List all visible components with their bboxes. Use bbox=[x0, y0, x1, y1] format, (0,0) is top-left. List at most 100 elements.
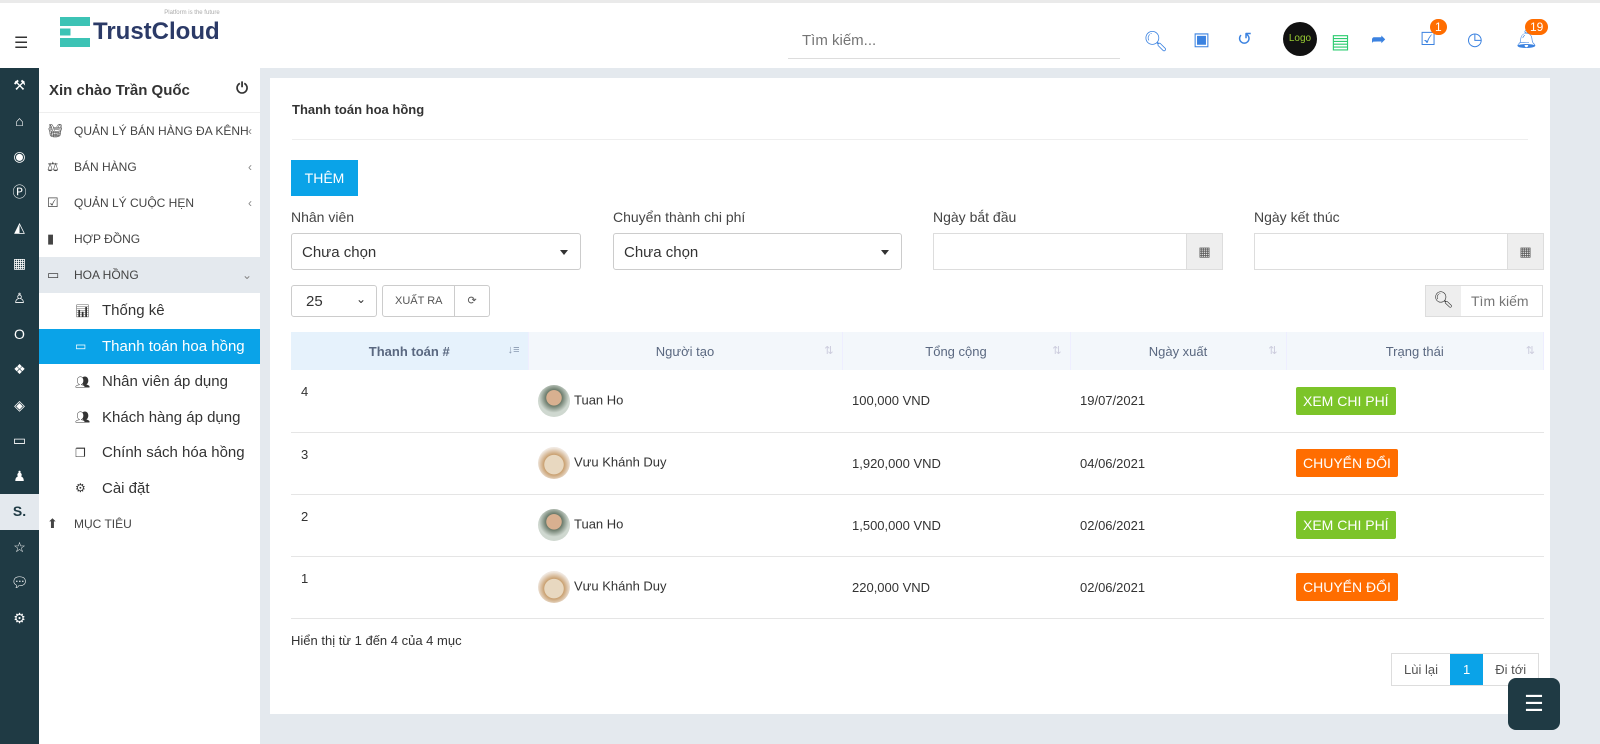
payment-id[interactable]: 2 bbox=[291, 494, 528, 557]
sort-icon: ⇅ bbox=[1525, 345, 1535, 357]
users-icon: 👥︎ bbox=[75, 374, 91, 389]
tasks-icon[interactable]: ☑ 1 bbox=[1420, 19, 1447, 50]
sidebar-sub-policy[interactable]: ❐ Chính sách hóa hồng bbox=[39, 435, 260, 471]
add-button[interactable]: THÊM bbox=[291, 160, 358, 196]
start-date-input[interactable]: ▦ bbox=[933, 233, 1223, 270]
comments-icon[interactable]: 💬︎ bbox=[10, 574, 29, 590]
sidebar-item-commission[interactable]: ▭ HOA HỒNG ⌄ bbox=[39, 257, 260, 293]
calendar-icon[interactable]: ▦ bbox=[1186, 234, 1222, 269]
expense-select[interactable]: Chưa chọn bbox=[613, 233, 902, 270]
global-search-input[interactable] bbox=[788, 23, 1120, 59]
doctor-icon[interactable]: ♙ bbox=[13, 290, 26, 306]
user-circle-icon[interactable]: ◉ bbox=[13, 148, 26, 164]
table-search-input[interactable] bbox=[1461, 286, 1541, 316]
sidebar-sub-staff[interactable]: 👥︎ Nhân viên áp dụng bbox=[39, 364, 260, 400]
page-1-button[interactable]: 1 bbox=[1449, 654, 1484, 685]
share-icon[interactable]: ➦ bbox=[1371, 29, 1387, 49]
s-icon[interactable]: S. bbox=[0, 494, 39, 530]
status-button[interactable]: XEM CHI PHÍ bbox=[1296, 511, 1396, 539]
end-date-input[interactable]: ▦ bbox=[1254, 233, 1544, 270]
col-date[interactable]: Ngày xuất ⇅ bbox=[1070, 332, 1287, 370]
payment-id[interactable]: 4 bbox=[291, 370, 528, 433]
avatar[interactable]: Logo bbox=[1283, 22, 1317, 56]
export-date: 04/06/2021 bbox=[1070, 432, 1286, 495]
history-icon[interactable]: ↺ bbox=[1237, 29, 1253, 49]
sidebar: Xin chào Trần Quốc ⏻ 🧺︎ QUẢN LÝ BÁN HÀNG Đ… bbox=[39, 68, 260, 744]
opera-icon[interactable]: O bbox=[14, 325, 25, 342]
sidebar-item-sales[interactable]: ⚖ BÁN HÀNG ‹ bbox=[39, 149, 260, 185]
sidebar-sub-customers[interactable]: 👥︎ Khách hàng áp dụng bbox=[39, 400, 260, 436]
money-icon[interactable]: ▭ bbox=[12, 432, 27, 448]
status-button[interactable]: CHUYỂN ĐỔI bbox=[1296, 573, 1398, 601]
main-card: Thanh toán hoa hồng THÊM Nhân viên Chưa … bbox=[270, 78, 1550, 714]
calendar-icon[interactable]: ▦ bbox=[12, 254, 27, 271]
chart-area-icon[interactable]: ◭ bbox=[14, 219, 25, 235]
sidebar-item-contracts[interactable]: ▮ HỢP ĐỒNG bbox=[39, 221, 260, 257]
clock-icon[interactable]: ◷ bbox=[1467, 29, 1483, 49]
sidebar-item-label: BÁN HÀNG bbox=[74, 160, 137, 174]
logo-mark bbox=[60, 17, 90, 47]
chevron-left-icon: ‹ bbox=[248, 196, 252, 210]
start-date-label: Ngày bắt đầu bbox=[933, 209, 1017, 225]
sidebar-item-omnichannel[interactable]: 🧺︎ QUẢN LÝ BÁN HÀNG ĐA KÊNH ‹ bbox=[39, 113, 260, 149]
sidebar-item-label: HOA HỒNG bbox=[74, 268, 139, 282]
power-icon[interactable]: ⏻ bbox=[236, 80, 248, 97]
home-icon[interactable]: ⌂ bbox=[15, 112, 24, 129]
star-icon[interactable]: ☆ bbox=[13, 538, 26, 555]
payment-id[interactable]: 3 bbox=[291, 432, 528, 495]
end-date-label: Ngày kết thúc bbox=[1254, 209, 1340, 225]
gavel-icon[interactable]: ⚒ bbox=[13, 77, 26, 93]
search-icon[interactable]: 🔍︎ bbox=[1143, 31, 1169, 53]
copy-icon: ❐ bbox=[75, 445, 86, 460]
notifications-badge: 19 bbox=[1525, 19, 1549, 35]
page-title: Thanh toán hoa hồng bbox=[292, 102, 425, 117]
sidebar-sub-commission-payment[interactable]: ▭ Thanh toán hoa hồng bbox=[39, 328, 260, 364]
payment-id[interactable]: 1 bbox=[291, 556, 528, 619]
status-button[interactable]: CHUYỂN ĐỔI bbox=[1296, 449, 1398, 477]
chevron-down-icon: ⌄ bbox=[355, 292, 366, 306]
expense-label: Chuyển thành chi phí bbox=[613, 209, 746, 225]
sidebar-sub-label: Nhân viên áp dụng bbox=[102, 373, 228, 391]
prev-page-button[interactable]: Lùi lại bbox=[1404, 662, 1438, 677]
sidebar-item-appointments[interactable]: ☑ QUẢN LÝ CUỘC HẸN ‹ bbox=[39, 185, 260, 221]
cube-icon[interactable]: ◈ bbox=[14, 396, 25, 413]
staff-select[interactable]: Chưa chọn bbox=[291, 233, 581, 270]
divider bbox=[292, 139, 1528, 140]
search-icon[interactable]: 🔍︎ bbox=[1426, 286, 1461, 316]
presentation-icon[interactable]: ▤ bbox=[1331, 31, 1350, 53]
user-icon[interactable]: ♟ bbox=[13, 467, 26, 484]
cubes-icon[interactable]: ❖ bbox=[13, 361, 26, 377]
export-date: 02/06/2021 bbox=[1070, 556, 1286, 619]
greeting: Xin chào Trần Quốc ⏻ bbox=[39, 68, 260, 113]
chat-widget-button[interactable]: ☰ bbox=[1508, 678, 1560, 730]
col-creator[interactable]: Người tạo ⇅ bbox=[528, 332, 843, 370]
calendar-icon[interactable]: ▦ bbox=[1507, 234, 1543, 269]
export-button[interactable]: XUẤT RA bbox=[395, 295, 443, 307]
refresh-icon[interactable]: ⟳ bbox=[454, 286, 488, 316]
col-payment-id[interactable]: Thanh toán # ↓≡ bbox=[291, 332, 529, 370]
id-card-icon[interactable]: ▣ bbox=[1193, 29, 1211, 49]
sidebar-sub-settings[interactable]: ⚙ Cài đặt bbox=[39, 471, 260, 507]
col-total[interactable]: Tổng cộng ⇅ bbox=[842, 332, 1071, 370]
table-row: 2 Tuan Ho 1,500,000 VND 02/06/2021 XEM C… bbox=[291, 494, 1544, 557]
pagination: Lùi lại 1 Đi tới bbox=[1391, 653, 1540, 686]
basket-icon: 🧺︎ bbox=[47, 123, 64, 138]
total: 1,500,000 VND bbox=[842, 494, 1070, 557]
money-icon: ▭ bbox=[75, 339, 87, 354]
next-page-button[interactable]: Đi tới bbox=[1495, 662, 1527, 677]
cogs-icon[interactable]: ⚙ bbox=[13, 609, 26, 626]
calendar-check-icon: ☑ bbox=[47, 195, 59, 210]
table-info: Hiển thị từ 1 đến 4 của 4 mục bbox=[291, 633, 462, 648]
creator-cell: Tuan Ho bbox=[528, 370, 842, 433]
users-icon: 👥︎ bbox=[75, 410, 91, 425]
parking-icon[interactable]: Ⓟ bbox=[12, 183, 27, 200]
page-length-select[interactable]: 25 ⌄ bbox=[291, 285, 377, 317]
sidebar-item-goals[interactable]: ⬆ MỤC TIÊU bbox=[39, 506, 260, 542]
creator-cell: Tuan Ho bbox=[528, 494, 842, 557]
status-button[interactable]: XEM CHI PHÍ bbox=[1296, 386, 1396, 415]
sidebar-sub-statistics[interactable]: 📊︎ Thống kê bbox=[39, 293, 260, 329]
menu-toggle-icon[interactable]: ☰ bbox=[14, 35, 29, 52]
bell-icon[interactable]: 🔔︎ 19 bbox=[1515, 19, 1549, 50]
logo[interactable]: TrustCloud Platform is the future bbox=[60, 10, 220, 47]
col-status[interactable]: Trạng thái ⇅ bbox=[1286, 332, 1544, 370]
